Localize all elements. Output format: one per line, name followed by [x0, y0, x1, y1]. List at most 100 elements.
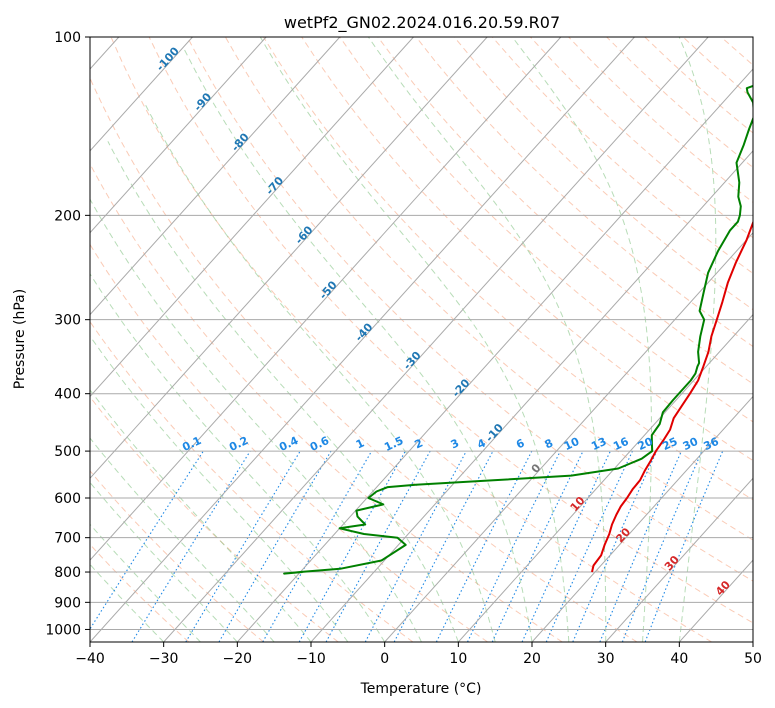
moist-adiabat [183, 49, 533, 642]
y-tick-label: 800 [54, 565, 81, 581]
dry-adiabat [682, 37, 753, 100]
y-axis: 100 200 300 400 500 600 700 800 900 1000 [45, 30, 90, 638]
dry-adiabat [90, 470, 264, 642]
dry-adiabat [90, 320, 414, 642]
isotherm [383, 231, 753, 642]
profile-series [283, 84, 753, 575]
isotherm-label: -90 [191, 90, 214, 114]
isotherm [457, 313, 753, 642]
mixing-ratio-label: 16 [611, 435, 631, 453]
dry-adiabat [148, 37, 753, 624]
moist-adiabat [90, 335, 349, 642]
dry-adiabat [90, 162, 563, 642]
mixing-ratio-label: 30 [681, 435, 701, 453]
isotherm-label: -70 [263, 174, 286, 198]
mixing-ratio-label: 13 [589, 435, 608, 453]
isotherm [531, 395, 753, 642]
isotherm [90, 37, 193, 152]
moist-adiabat [90, 437, 275, 642]
mixing-ratio-line [599, 450, 682, 642]
x-tick-label: −30 [149, 651, 179, 667]
isotherm [90, 37, 267, 234]
isotherm-label: 40 [713, 578, 733, 598]
mixing-ratio-label: 1 [354, 436, 366, 451]
isotherm [310, 150, 753, 642]
dry-adiabat [110, 37, 712, 642]
isotherm [604, 477, 753, 642]
dry-adiabat [759, 37, 775, 642]
dry-adiabat [530, 37, 753, 239]
y-tick-label: 200 [54, 208, 81, 224]
isotherm [752, 641, 753, 642]
x-axis: −40 −30 −20 −10 0 10 20 30 40 50 [75, 642, 762, 667]
isotherm [90, 37, 341, 316]
mixing-ratio-line [325, 450, 431, 642]
mixing-ratio-label: 8 [543, 436, 555, 451]
temperature-line [591, 219, 753, 573]
mixing-ratio-line [621, 450, 703, 642]
mixing-ratio-label: 6 [514, 436, 527, 451]
x-tick-label: −40 [75, 651, 105, 667]
mixing-ratio-label: 3 [449, 436, 461, 451]
x-tick-label: 10 [449, 651, 467, 667]
dry-adiabat [224, 37, 753, 541]
y-tick-label: 400 [54, 387, 81, 403]
y-tick-label: 100 [54, 30, 81, 46]
chart-title: wetPf2_GN02.2024.016.20.59.R07 [284, 13, 560, 33]
dry-adiabat [377, 37, 753, 385]
isotherm-label: -100 [154, 44, 182, 73]
moist-adiabat [90, 272, 386, 642]
background-lines [90, 37, 775, 642]
mixing-ratio-line [572, 450, 658, 642]
dry-adiabat [720, 37, 753, 66]
dry-adiabat [415, 37, 753, 348]
moist-adiabat [678, 37, 717, 642]
isotherm-label: 0 [529, 461, 544, 476]
x-tick-label: 20 [523, 651, 541, 667]
y-tick-label: 500 [54, 444, 81, 460]
plot-frame [89, 36, 754, 643]
mixing-ratio-label: 2 [413, 436, 425, 451]
dry-adiabat [263, 37, 753, 501]
mixing-ratio-line [185, 450, 301, 642]
mixing-ratio-line [545, 450, 633, 642]
dry-adiabat [90, 543, 190, 642]
isotherm [90, 37, 635, 642]
isotherm [162, 37, 709, 642]
x-tick-label: 30 [597, 651, 615, 667]
y-tick-label: 600 [54, 491, 81, 507]
y-tick-label: 300 [54, 313, 81, 329]
mixing-ratio-line [644, 450, 724, 642]
moist-adiabat [90, 481, 238, 642]
x-axis-label: Temperature (°C) [360, 681, 482, 697]
isotherm-label: -40 [353, 320, 376, 344]
x-tick-label: 0 [380, 651, 389, 667]
y-tick-label: 700 [54, 531, 81, 547]
mixing-ratio-line [262, 450, 373, 642]
moist-adiabat [511, 37, 652, 642]
dry-adiabat [90, 396, 339, 642]
x-tick-label: 40 [670, 651, 688, 667]
mixing-ratio-line [364, 450, 467, 642]
isotherm-label: -50 [317, 278, 340, 302]
isotherm [236, 68, 753, 642]
dry-adiabat [90, 243, 488, 642]
y-tick-label: 1000 [45, 622, 81, 638]
mixing-ratio-line [131, 450, 251, 642]
y-tick-label: 900 [54, 595, 81, 611]
isotherm-label: 10 [568, 494, 588, 514]
x-tick-label: −10 [296, 651, 326, 667]
moist-adiabat [144, 104, 496, 642]
mixing-ratio-label: 36 [702, 435, 722, 453]
moist-adiabat [90, 523, 201, 642]
isotherm-label: -20 [450, 376, 473, 400]
moist-adiabat [259, 37, 570, 642]
isotherm-label: -10 [483, 421, 506, 445]
mixing-ratio-line [90, 450, 204, 630]
mixing-ratio-label: 10 [562, 435, 582, 453]
isotherm [90, 37, 488, 480]
dewpoint-line [283, 84, 753, 575]
moist-adiabat [367, 37, 607, 642]
isotherm-label: -80 [229, 130, 252, 154]
